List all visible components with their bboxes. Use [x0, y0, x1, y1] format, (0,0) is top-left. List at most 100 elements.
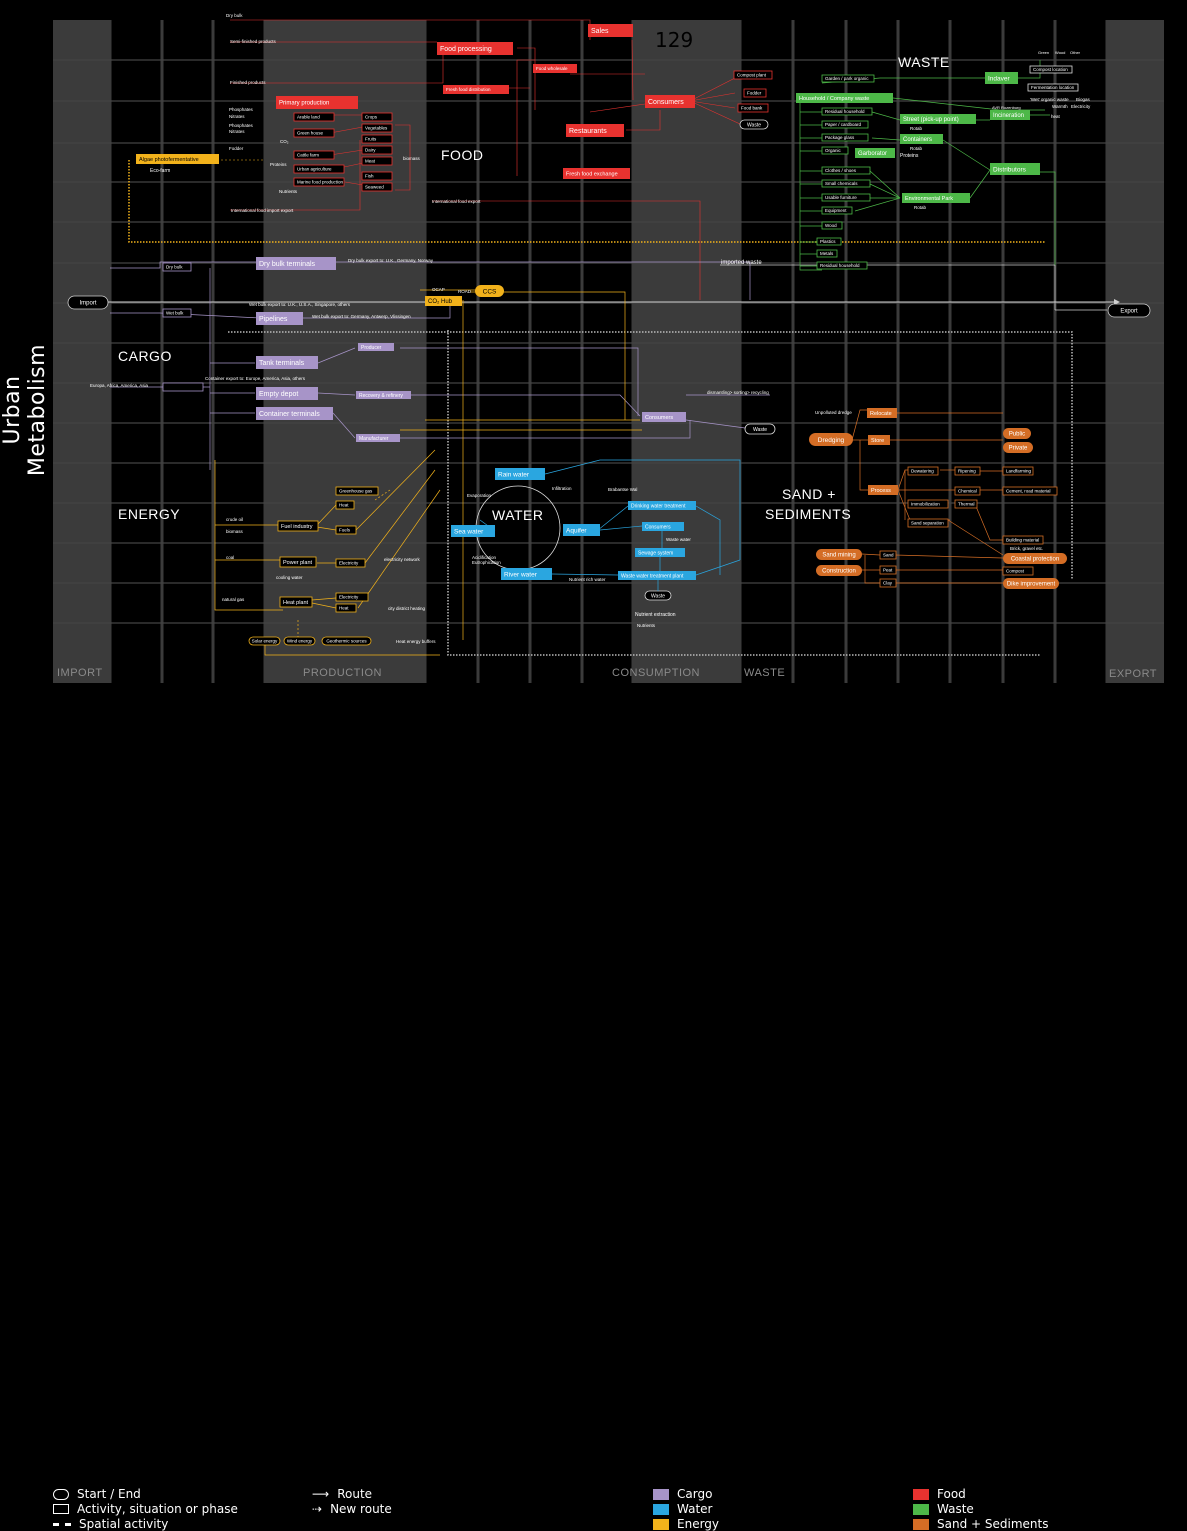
solar-energy-label: Solar energy	[252, 639, 278, 644]
city-heating-label: city district heating	[388, 606, 426, 611]
fuels-box-rect	[335, 525, 357, 535]
grid-column	[1001, 20, 1005, 683]
ocap-label: OCAP	[432, 287, 445, 292]
waste-water-treatment-plant-rect	[618, 571, 696, 580]
landfarming-rect	[1002, 466, 1034, 476]
immobilization-rect	[907, 499, 949, 509]
incineration-label: Incineration	[993, 113, 1024, 119]
heat-plant-label: Heat plant	[283, 600, 309, 606]
plastics-label: Plastics	[820, 239, 836, 244]
energy-route	[311, 602, 337, 609]
section-energy-title: ENERGY	[118, 506, 180, 522]
waste-water-treatment-plant-label: Waste water treatment plant	[621, 573, 684, 579]
zone-band	[1107, 20, 1164, 683]
tank-terminals-rect	[256, 356, 318, 369]
nitrates-label: Nitrates	[229, 114, 245, 119]
import-endpoint-label: Import	[79, 301, 96, 307]
organic-rect	[821, 146, 849, 155]
rotab-label: Rotab	[910, 146, 923, 151]
section-waste-title: WASTE	[898, 54, 950, 70]
acidification-label: Acidification	[472, 555, 497, 560]
wet-bulk-box-label: Wet bulk	[166, 311, 184, 316]
store-label: Store	[871, 438, 884, 444]
containers-rect	[900, 134, 943, 144]
legend-activity: Activity, situation or phase	[53, 1502, 238, 1516]
legend-waste: Waste	[913, 1502, 974, 1516]
water-waste-endpoint-label: Waste	[651, 593, 665, 599]
water-consumers-label: Consumers	[645, 524, 671, 530]
grid-column	[316, 20, 320, 683]
heat-waste-label: heat	[1051, 114, 1061, 119]
food-route	[689, 100, 741, 125]
seaweed-label: Seaweed	[365, 185, 384, 190]
cargo-route	[400, 347, 639, 416]
private-label: Private	[1009, 446, 1028, 452]
private-shape	[1003, 442, 1033, 453]
grid-column	[738, 20, 742, 683]
coastal-protection-label: Coastal protection	[1011, 557, 1059, 563]
natural-gas-label: natural gas	[222, 597, 245, 602]
sand-box-label: Sand	[883, 553, 894, 558]
paper-cardboard-label: Paper / cardboard	[825, 122, 862, 127]
warmth-label: Warmth	[1052, 104, 1068, 109]
electricity-network-label: electricity network	[384, 557, 421, 562]
food-waste-endpoint-shape	[739, 119, 769, 130]
waste-route	[871, 111, 901, 121]
energy-route	[316, 526, 337, 531]
compost-box-rect	[1002, 566, 1034, 576]
clothes-shoes-rect	[821, 166, 871, 175]
algae-sub-label: Eco-farm	[150, 168, 170, 174]
grid-column	[423, 20, 427, 683]
electricity-box-rect	[335, 558, 366, 568]
fuel-industry-label: Fuel industry	[281, 524, 313, 530]
dairy-rect	[361, 145, 393, 155]
biomass-energy-label: biomass	[226, 529, 244, 534]
food-route	[230, 50, 444, 84]
cargo-route	[110, 312, 261, 319]
pipelines-label: Pipelines	[259, 316, 288, 323]
ripening-label: Ripening	[958, 469, 976, 474]
green-house-rect	[293, 128, 335, 138]
international-import-label: International food import export	[231, 208, 294, 213]
incineration-rect	[990, 110, 1030, 120]
household-company-waste-rect	[796, 93, 893, 103]
zone-waste-label: WASTE	[744, 667, 785, 679]
unpolluted-label: Unpolluted dredge	[815, 410, 852, 415]
residual-household-label: Residual household	[825, 109, 865, 114]
waste-route	[869, 170, 901, 199]
food-processing-rect	[437, 42, 513, 55]
food-route	[689, 92, 736, 102]
small-chemicals-label: Small chemicals	[825, 181, 858, 186]
grid-column	[528, 20, 532, 683]
residual-household-rect	[821, 107, 873, 116]
marine-food-label: Marine food production	[297, 180, 344, 185]
package-glass-label: Package glass	[825, 135, 855, 140]
wet-organic-label: 'Wet' organic waste	[1030, 97, 1069, 102]
dewatering-label: Dewatering	[911, 469, 934, 474]
arable-land-rect	[293, 112, 335, 122]
diagram-title: Urban Metabolism	[0, 343, 50, 477]
cattle-farm-rect	[293, 150, 335, 160]
cargo-consumers-rect	[642, 412, 686, 422]
nutrient-rich-label: Nutrient rich water	[569, 577, 606, 582]
section-cargo-title: CARGO	[118, 348, 172, 364]
distributors-label: Distributors	[993, 166, 1027, 173]
grid-column	[948, 20, 952, 683]
small-chemicals-rect	[821, 179, 871, 188]
cement-road-label: Cement, road material	[1006, 489, 1051, 494]
road-label: ROAD	[458, 289, 472, 294]
greenhouse-gas-label: Greenhouse gas	[339, 489, 373, 494]
fresh-food-exchange-rect	[563, 168, 630, 179]
energy-route	[311, 597, 337, 601]
cargo-route	[332, 412, 356, 439]
environmental-park-rect	[902, 193, 970, 203]
dike-improvement-label: Dike improvement	[1007, 582, 1056, 588]
dry-bulk-terminals-rect	[256, 257, 336, 270]
street-pickup-rect	[900, 114, 976, 124]
electricity-box-rect	[335, 592, 369, 602]
fodder-box-label: Fodder	[747, 91, 762, 96]
vegetables-rect	[361, 123, 393, 133]
food-route	[631, 39, 634, 101]
food-route	[329, 126, 364, 134]
export-endpoint-shape	[1107, 303, 1151, 318]
